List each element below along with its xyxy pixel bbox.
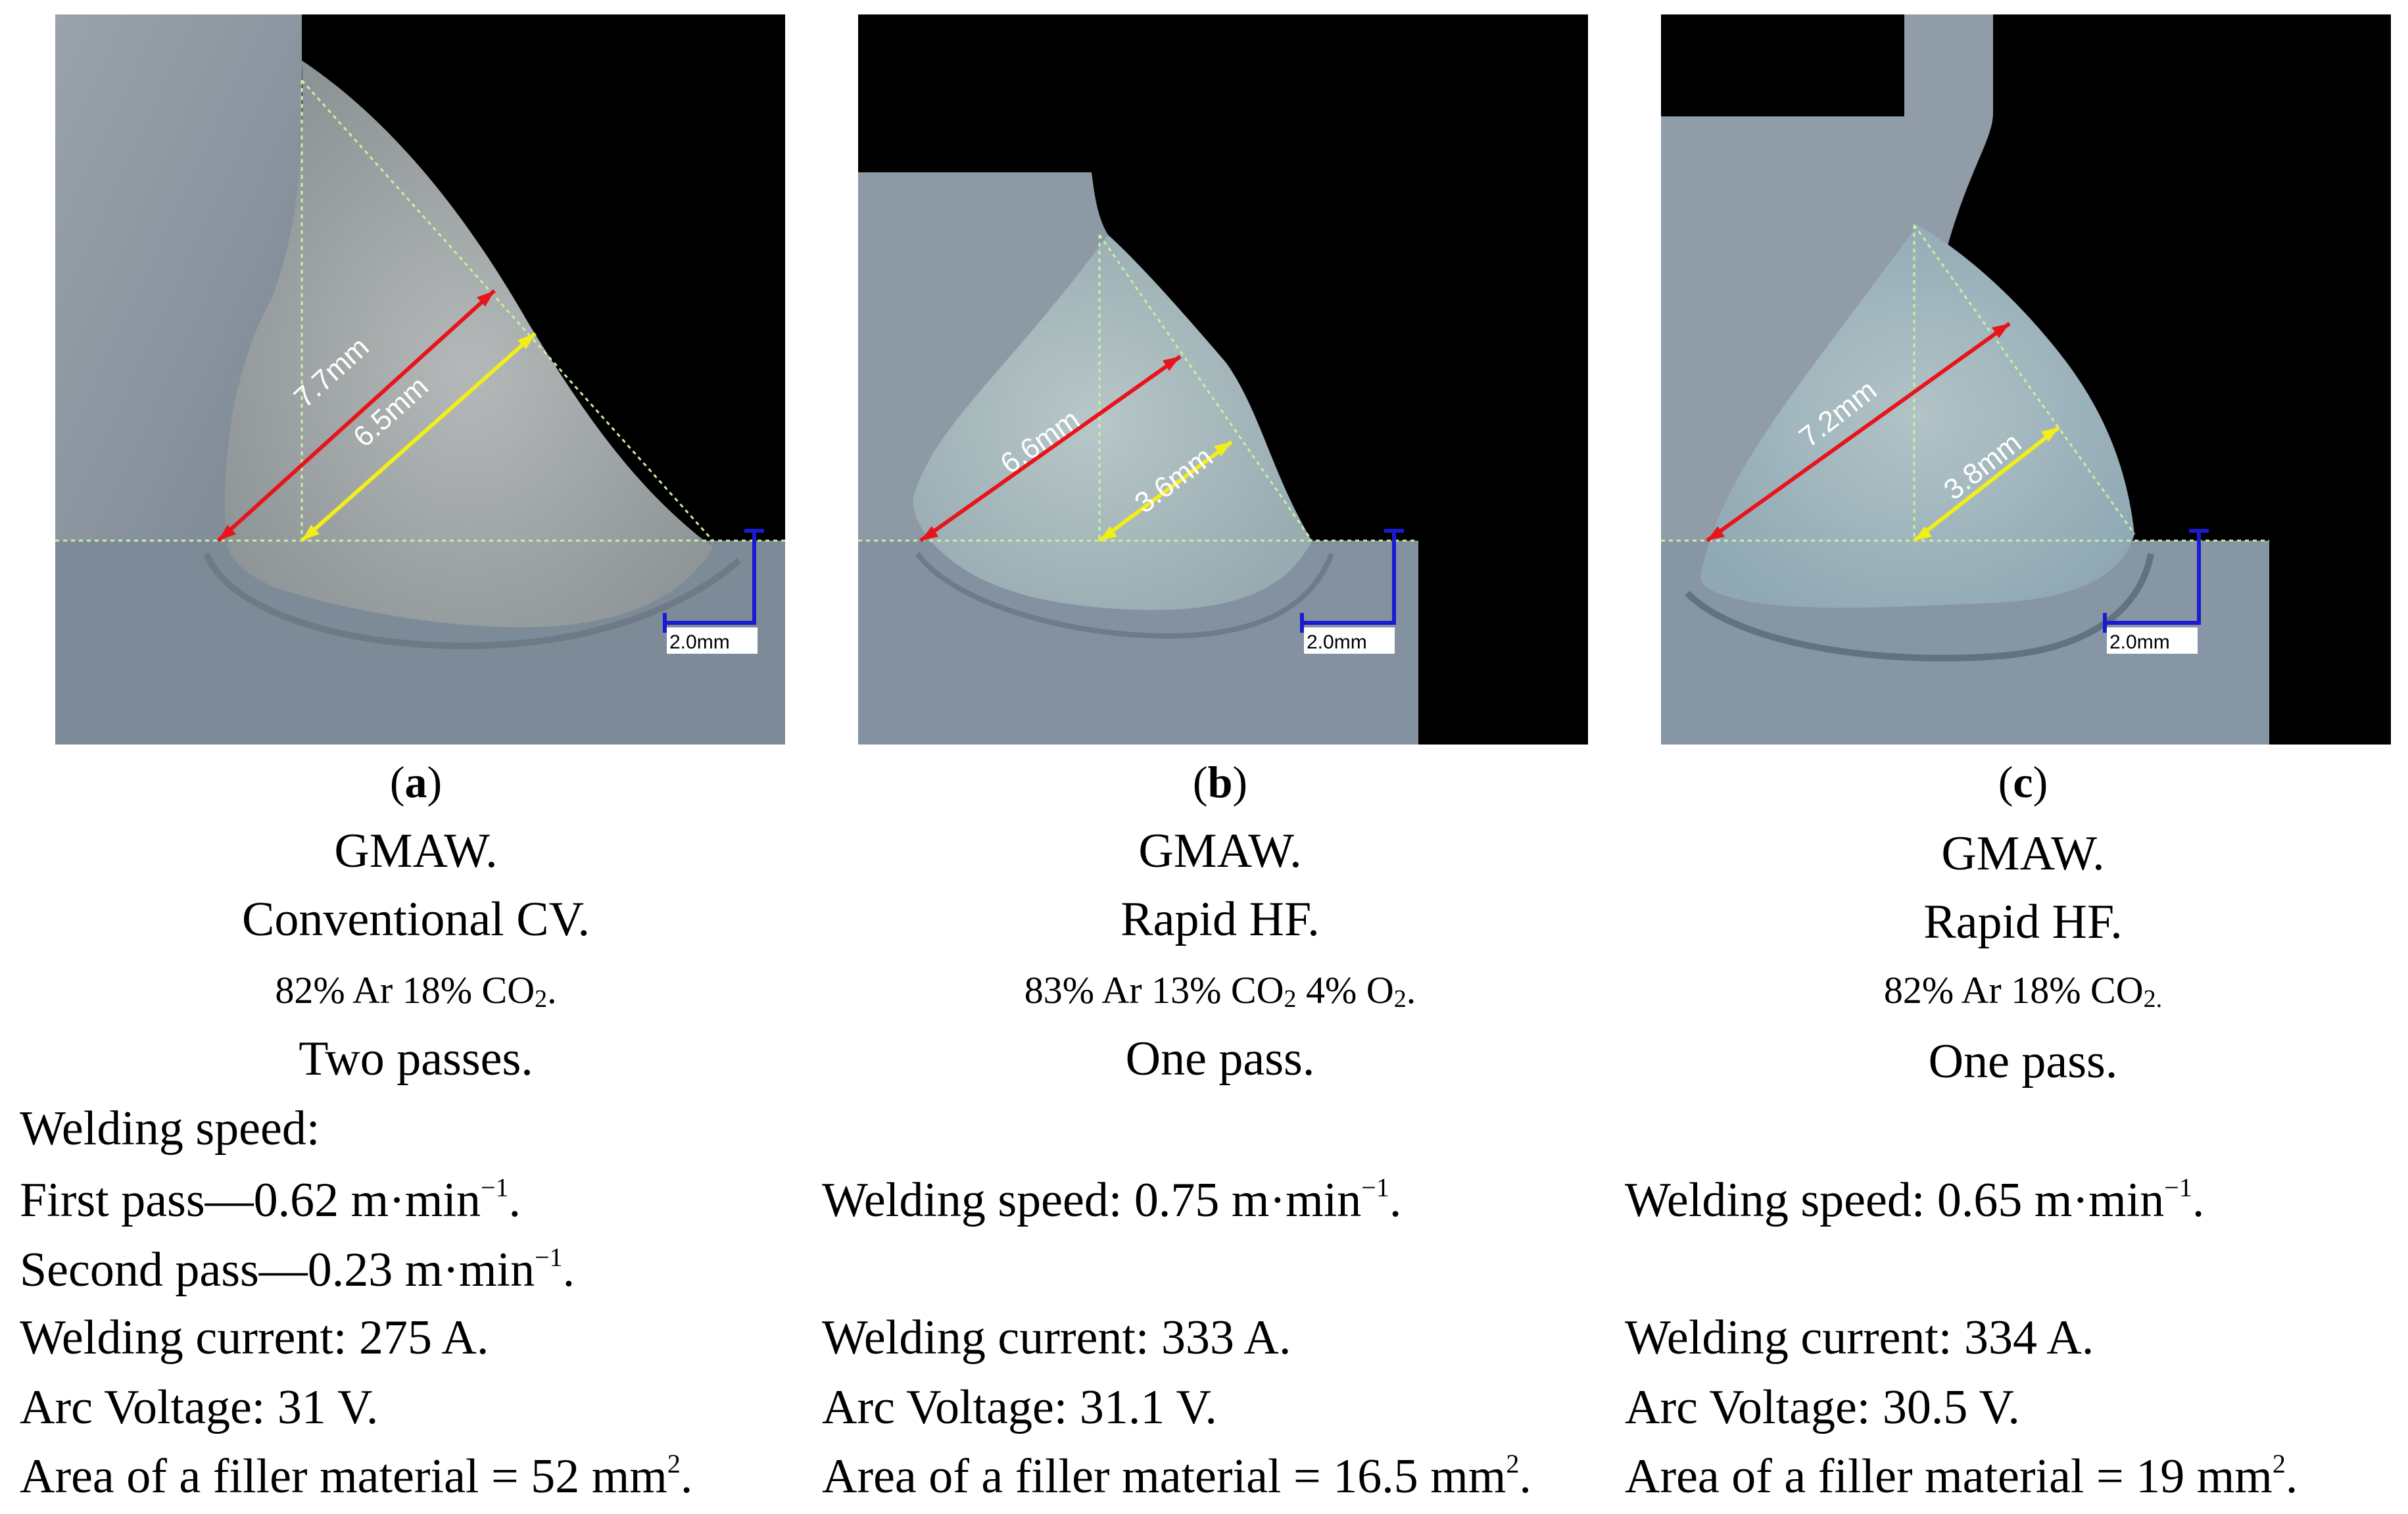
current-a: Welding current: 275 A.	[20, 1311, 489, 1365]
svg-text:2.0mm: 2.0mm	[669, 631, 730, 653]
scale-bar-b: 2.0mm	[1300, 529, 1404, 654]
current-b: Welding current: 333 A.	[822, 1311, 1291, 1365]
current-c: Welding current: 334 A.	[1625, 1311, 2094, 1365]
area-c: Area of a filler material = 19 mm2.	[1625, 1449, 2298, 1503]
voltage-a: Arc Voltage: 31 V.	[20, 1380, 379, 1434]
svg-text:2.0mm: 2.0mm	[2109, 631, 2170, 653]
passes-c: One pass.	[1928, 1035, 2118, 1088]
passes-b: One pass.	[1125, 1032, 1315, 1086]
voltage-c: Arc Voltage: 30.5 V.	[1625, 1380, 2020, 1434]
speed-c: Welding speed: 0.65 m·min−1.	[1625, 1173, 2205, 1227]
process-b: GMAW.	[1138, 824, 1302, 878]
gas-c: 82% Ar 18% CO2.	[1883, 969, 2163, 1013]
area-b: Area of a filler material = 16.5 mm2.	[822, 1449, 1531, 1503]
mode-a: Conventional CV.	[242, 892, 590, 946]
process-c: GMAW.	[1941, 827, 2105, 881]
gas-b: 83% Ar 13% CO2 4% O2.	[1024, 969, 1416, 1013]
mode-c: Rapid HF.	[1923, 895, 2123, 949]
speed-first-a: First pass—0.62 m·min−1.	[20, 1173, 521, 1227]
speed-second-a: Second pass—0.23 m·min−1.	[20, 1242, 575, 1297]
caption-letter-a: (a)	[389, 757, 443, 807]
passes-a: Two passes.	[299, 1032, 533, 1086]
svg-text:2.0mm: 2.0mm	[1307, 631, 1367, 653]
micrograph-b: 6.6mm 3.6mm 2.0mm	[858, 14, 1588, 745]
speed-heading-a: Welding speed:	[20, 1102, 320, 1156]
gas-a: 82% Ar 18% CO2.	[275, 969, 557, 1013]
scale-bar-a: 2.0mm	[663, 529, 764, 654]
mode-b: Rapid HF.	[1120, 892, 1320, 946]
caption-letter-b: (b)	[1192, 757, 1248, 807]
micrograph-a: 7.7mm 6.5mm 2.0mm	[55, 14, 785, 745]
micrograph-c: 7.2mm 3.8mm 2.0mm	[1661, 14, 2391, 745]
voltage-b: Arc Voltage: 31.1 V.	[822, 1380, 1217, 1434]
scale-bar-c: 2.0mm	[2103, 529, 2209, 654]
speed-b: Welding speed: 0.75 m·min−1.	[822, 1173, 1402, 1227]
area-a: Area of a filler material = 52 mm2.	[20, 1449, 693, 1503]
caption-letter-c: (c)	[1998, 757, 2048, 807]
process-a: GMAW.	[334, 824, 498, 878]
